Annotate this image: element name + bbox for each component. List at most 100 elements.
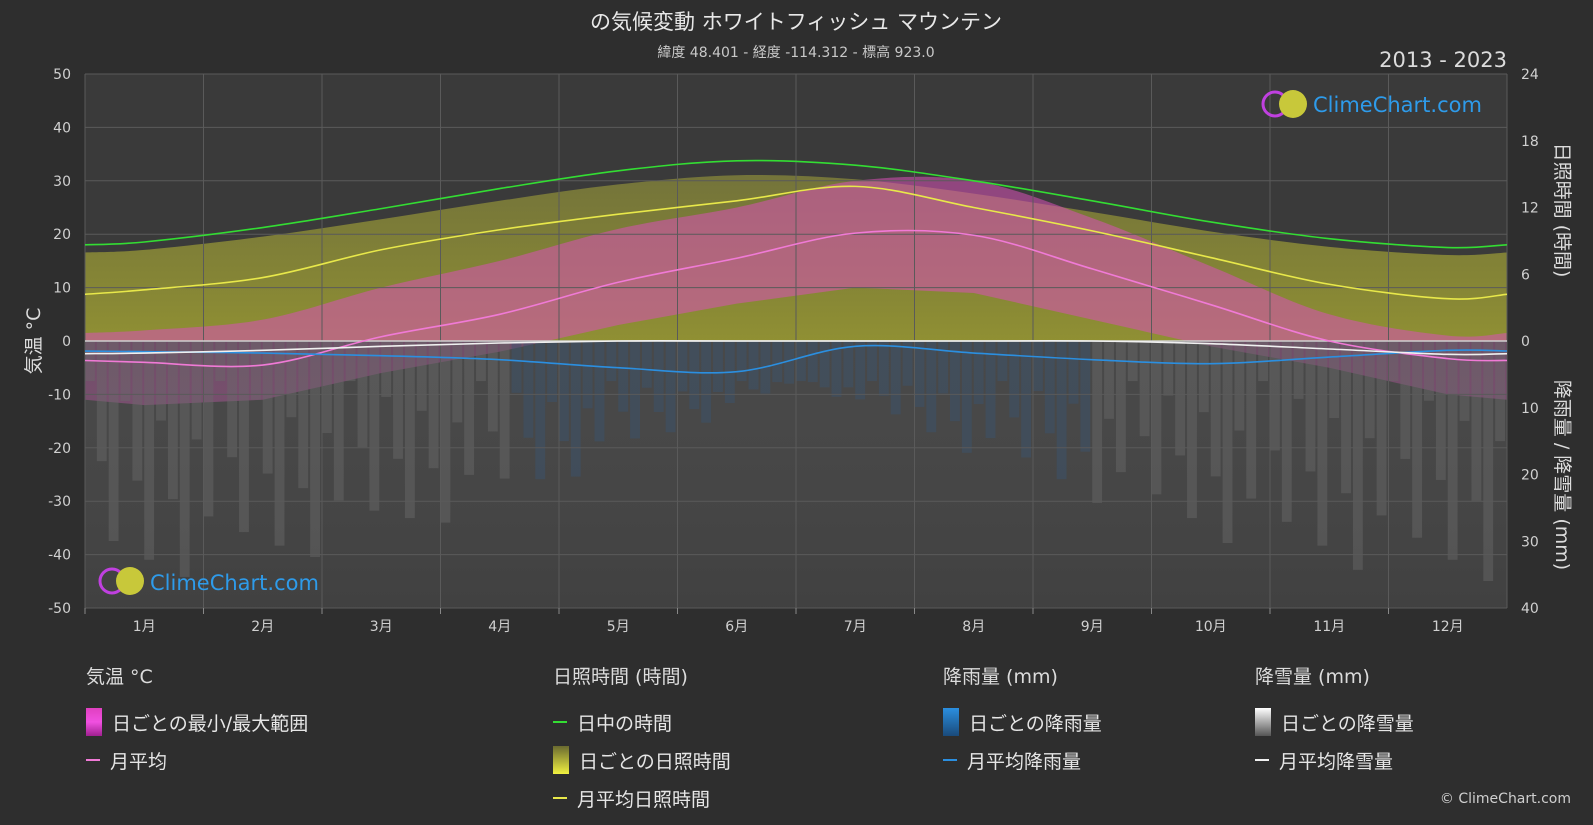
daily-precip-bar bbox=[784, 341, 794, 384]
daily-precip-bar bbox=[286, 341, 297, 418]
daily-precip-bar bbox=[772, 341, 783, 383]
y-axis-right-bottom-title: 降雨量 / 降雪量 (mm) bbox=[1551, 380, 1573, 570]
daily-precip-bar bbox=[559, 341, 569, 442]
x-tick-label: 12月 bbox=[1432, 619, 1464, 635]
series-line-precip bbox=[85, 340, 1507, 356]
daily-precip-bar bbox=[855, 341, 866, 400]
logo-bottom-left: ClimeChart.com bbox=[98, 567, 319, 595]
legend-item-daily-snow: 日ごとの降雪量 bbox=[1255, 703, 1414, 741]
daily-precip-bar bbox=[1139, 341, 1150, 437]
daily-precip-bar bbox=[262, 341, 273, 474]
legend-temperature: 気温 °C 日ごとの最小/最大範囲 月平均 bbox=[86, 662, 308, 779]
daily-precip-bar bbox=[345, 341, 356, 382]
daily-precip-bar bbox=[1068, 341, 1079, 404]
daily-precip-bar bbox=[736, 341, 747, 382]
daily-precip-bar bbox=[96, 341, 107, 462]
daily-precip-bar bbox=[1281, 341, 1292, 522]
legend-item-label: 日中の時間 bbox=[577, 712, 673, 735]
daily-precip-bar bbox=[950, 341, 960, 422]
daily-precip-bar bbox=[547, 341, 557, 402]
legend-item-sunshine-avg: 月平均日照時間 bbox=[553, 779, 731, 817]
daily-precip-bar bbox=[1044, 341, 1055, 434]
daily-precip-bar bbox=[191, 341, 202, 440]
copyright: © ClimeChart.com bbox=[1439, 791, 1571, 807]
legend-rain: 降雨量 (mm) 日ごとの降雨量 月平均降雨量 bbox=[943, 662, 1102, 779]
daily-precip-bar bbox=[606, 341, 617, 382]
x-tick-label: 4月 bbox=[488, 619, 511, 635]
daily-precip-bar bbox=[867, 341, 877, 382]
daily-precip-bar bbox=[476, 341, 486, 382]
daily-precip-bar bbox=[1115, 341, 1126, 473]
daily-precip-bar bbox=[807, 341, 818, 383]
daily-precip-bar bbox=[416, 341, 427, 411]
daily-precip-bar bbox=[1151, 341, 1162, 495]
daily-precip-bar bbox=[203, 341, 214, 517]
daily-precip-bar bbox=[582, 341, 593, 409]
legend-rain-title: 降雨量 (mm) bbox=[943, 666, 1058, 688]
daily-precip-bar bbox=[274, 341, 285, 546]
legend-sunshine: 日照時間 (時間) 日中の時間 日ごとの日照時間 月平均日照時間 bbox=[553, 662, 731, 817]
daylight-swatch bbox=[553, 721, 567, 723]
daily-precip-bar bbox=[1412, 341, 1423, 538]
y-left-tick-label: 0 bbox=[62, 334, 71, 350]
daily-precip-bar bbox=[239, 341, 249, 533]
daily-precip-bar bbox=[1056, 341, 1067, 480]
legend-item-label: 日ごとの日照時間 bbox=[579, 750, 731, 773]
y-right-bottom-tick-label: 40 bbox=[1521, 601, 1539, 617]
legend-item-label: 月平均降雪量 bbox=[1279, 750, 1394, 773]
daily-precip-bar bbox=[713, 341, 723, 392]
series-line-sunshine bbox=[85, 185, 1507, 300]
legend-item-temp-range: 日ごとの最小/最大範囲 bbox=[86, 703, 308, 741]
daily-precip-bar bbox=[298, 341, 309, 489]
x-tick-label: 8月 bbox=[962, 619, 985, 635]
daily-precip-bar bbox=[985, 341, 996, 439]
y-left-tick-label: 40 bbox=[53, 120, 71, 136]
y-right-top-tick-label: 6 bbox=[1521, 267, 1530, 283]
y-right-top-tick-label: 12 bbox=[1521, 201, 1539, 217]
x-tick-label: 7月 bbox=[844, 619, 867, 635]
daily-rain-swatch bbox=[943, 708, 959, 736]
daily-precip-bar bbox=[1447, 341, 1458, 560]
legend-item-snow-avg: 月平均降雪量 bbox=[1255, 741, 1414, 779]
x-tick-label: 6月 bbox=[725, 619, 748, 635]
x-tick-label: 3月 bbox=[370, 619, 393, 635]
daily-precip-bar bbox=[1376, 341, 1387, 516]
daily-precip-bar bbox=[1317, 341, 1328, 546]
daily-precip-bar bbox=[1435, 341, 1446, 480]
chart-title: の気候変動 ホワイトフィッシュ マウンテン bbox=[590, 10, 1002, 34]
daily-precip-bar bbox=[902, 341, 913, 386]
daily-sunshine-swatch bbox=[553, 746, 569, 774]
daily-precip-bar bbox=[452, 341, 463, 423]
daily-precip-bar bbox=[1175, 341, 1186, 456]
daily-precip-bar bbox=[630, 341, 640, 439]
legend-sunshine-title: 日照時間 (時間) bbox=[553, 666, 688, 688]
y-right-top-tick-label: 24 bbox=[1521, 67, 1539, 83]
rain-avg-swatch bbox=[943, 759, 957, 761]
legend-item-daily-sunshine: 日ごとの日照時間 bbox=[553, 741, 731, 779]
daily-precip-bar bbox=[1483, 341, 1494, 582]
daily-precip-bar bbox=[1021, 341, 1031, 458]
climate-chart: の気候変動 ホワイトフィッシュ マウンテン 緯度 48.401 - 経度 -11… bbox=[23, 10, 1573, 635]
daily-precip-bar bbox=[1270, 341, 1280, 451]
y-left-tick-label: -40 bbox=[48, 548, 71, 564]
series-line-temp bbox=[85, 229, 1507, 368]
legend-item-label: 月平均降雨量 bbox=[967, 750, 1082, 773]
logo-sun-icon bbox=[116, 567, 144, 595]
daily-precip-bar bbox=[1246, 341, 1257, 499]
daily-precip-bar bbox=[914, 341, 925, 407]
daily-precip-bar bbox=[1352, 341, 1363, 570]
daily-snow-swatch bbox=[1255, 708, 1271, 736]
legend-item-daily-rain: 日ごとの降雨量 bbox=[943, 703, 1102, 741]
daily-precip-bar bbox=[535, 341, 546, 480]
daily-precip-bar bbox=[878, 341, 889, 396]
daily-precip-bar bbox=[1329, 341, 1340, 419]
x-tick-label: 9月 bbox=[1081, 619, 1104, 635]
series-line-precip bbox=[85, 344, 1507, 374]
daily-precip-bar bbox=[1009, 341, 1020, 418]
y-left-tick-label: -30 bbox=[48, 494, 71, 510]
daily-precip-bar bbox=[310, 341, 320, 558]
daily-precip-bar bbox=[523, 341, 534, 438]
daily-precip-bar bbox=[499, 341, 510, 479]
daily-precip-bar bbox=[156, 341, 166, 421]
